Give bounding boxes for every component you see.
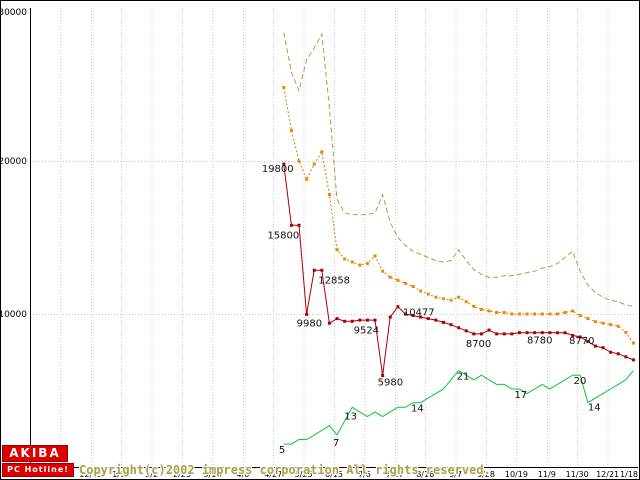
svg-text:5980: 5980 bbox=[378, 378, 403, 389]
svg-text:4/27: 4/27 bbox=[264, 470, 282, 479]
svg-text:3/16: 3/16 bbox=[203, 470, 221, 479]
svg-text:5/25: 5/25 bbox=[295, 470, 313, 479]
svg-text:14: 14 bbox=[588, 403, 601, 414]
svg-text:9524: 9524 bbox=[354, 325, 379, 336]
copyright-line: Copyright(c)2002 impress corporation All… bbox=[79, 463, 491, 477]
svg-text:30000: 30000 bbox=[0, 8, 27, 18]
svg-text:13: 13 bbox=[344, 411, 357, 422]
svg-text:1/18: 1/18 bbox=[620, 470, 638, 479]
svg-text:12/15: 12/15 bbox=[79, 470, 102, 479]
svg-text:7: 7 bbox=[333, 438, 339, 449]
svg-text:1/12: 1/12 bbox=[112, 470, 130, 479]
svg-text:20: 20 bbox=[574, 376, 587, 387]
svg-text:6/15: 6/15 bbox=[325, 470, 343, 479]
svg-text:14: 14 bbox=[411, 404, 424, 415]
svg-text:8770: 8770 bbox=[569, 336, 594, 347]
svg-text:10/19: 10/19 bbox=[505, 470, 528, 479]
svg-text:15800: 15800 bbox=[267, 230, 299, 241]
svg-text:9980: 9980 bbox=[297, 318, 322, 329]
svg-text:10000: 10000 bbox=[0, 310, 27, 320]
svg-text:4/6: 4/6 bbox=[236, 470, 249, 479]
svg-text:12858: 12858 bbox=[318, 275, 350, 286]
svg-text:5: 5 bbox=[279, 445, 285, 456]
svg-text:11/30: 11/30 bbox=[566, 470, 589, 479]
svg-text:17: 17 bbox=[514, 390, 527, 401]
svg-text:8/16: 8/16 bbox=[416, 470, 434, 479]
svg-text:8780: 8780 bbox=[527, 336, 552, 347]
svg-text:11/9: 11/9 bbox=[538, 470, 556, 479]
svg-text:20000: 20000 bbox=[0, 157, 27, 167]
akiba-logo: AKIBA PC Hotline! bbox=[2, 445, 74, 477]
svg-text:8700: 8700 bbox=[466, 339, 491, 350]
svg-text:10477: 10477 bbox=[403, 308, 435, 319]
svg-text:2/23: 2/23 bbox=[173, 470, 191, 479]
svg-text:7/6: 7/6 bbox=[358, 470, 371, 479]
svg-text:2/2: 2/2 bbox=[145, 470, 158, 479]
akiba-logo-subtitle: PC Hotline! bbox=[2, 463, 74, 477]
copyright-block: Copyright(c)2002 impress corporation All… bbox=[79, 433, 491, 480]
svg-text:7/27: 7/27 bbox=[386, 470, 404, 479]
akiba-logo-title: AKIBA bbox=[2, 445, 68, 462]
svg-text:21: 21 bbox=[457, 372, 470, 383]
svg-text:19800: 19800 bbox=[262, 164, 294, 175]
svg-text:9/7: 9/7 bbox=[449, 470, 462, 479]
svg-text:9/28: 9/28 bbox=[477, 470, 495, 479]
svg-text:12/21: 12/21 bbox=[596, 470, 619, 479]
